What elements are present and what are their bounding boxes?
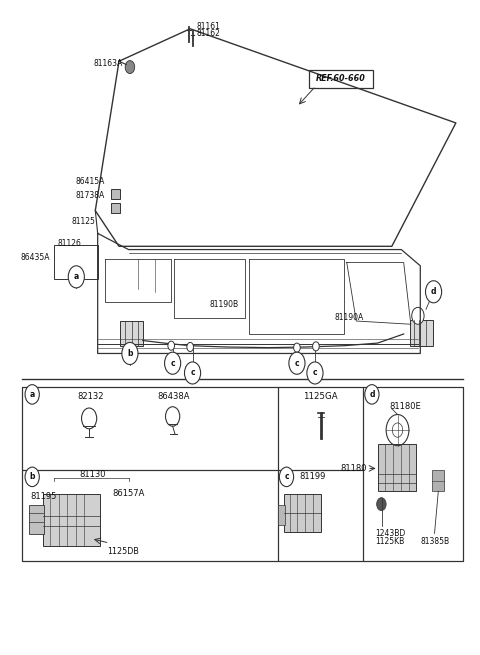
Bar	[54, 245, 97, 279]
Text: 1125DB: 1125DB	[107, 547, 139, 556]
Text: c: c	[312, 369, 317, 377]
Bar	[284, 495, 321, 532]
Text: a: a	[74, 272, 79, 282]
Text: 81190B: 81190B	[209, 299, 238, 309]
Circle shape	[68, 266, 84, 288]
Circle shape	[122, 343, 138, 365]
Circle shape	[168, 341, 175, 350]
Text: b: b	[29, 472, 35, 481]
Text: 86435A: 86435A	[21, 253, 50, 262]
Text: 81161: 81161	[196, 22, 220, 31]
Text: 81738A: 81738A	[75, 191, 105, 200]
Text: 81130: 81130	[80, 470, 106, 479]
Text: 81199: 81199	[300, 472, 326, 481]
Circle shape	[377, 498, 386, 511]
Bar	[410, 320, 432, 346]
Bar	[22, 470, 278, 561]
Circle shape	[412, 307, 424, 324]
Text: 1125KB: 1125KB	[375, 537, 405, 546]
Circle shape	[307, 362, 323, 384]
Bar	[22, 387, 463, 561]
Text: c: c	[190, 369, 195, 377]
Bar	[278, 387, 363, 470]
Text: 1125GA: 1125GA	[303, 392, 338, 402]
Text: 81125: 81125	[72, 217, 96, 226]
Circle shape	[279, 467, 294, 487]
Text: d: d	[431, 288, 436, 296]
Bar	[43, 495, 100, 546]
Text: a: a	[30, 390, 35, 399]
Bar	[278, 470, 363, 561]
Bar	[432, 470, 444, 491]
Circle shape	[184, 362, 201, 384]
Bar	[111, 189, 120, 199]
Text: c: c	[295, 359, 299, 367]
Circle shape	[289, 352, 305, 374]
Circle shape	[312, 342, 319, 351]
Text: 81180E: 81180E	[389, 402, 421, 411]
Text: d: d	[369, 390, 375, 399]
Circle shape	[365, 384, 379, 404]
Bar	[363, 387, 463, 561]
Bar	[378, 444, 416, 491]
Bar	[278, 506, 285, 525]
Text: 1243BD: 1243BD	[375, 529, 406, 538]
Text: 81195: 81195	[30, 492, 57, 501]
Text: b: b	[127, 349, 132, 358]
Circle shape	[25, 467, 39, 487]
Circle shape	[125, 60, 135, 73]
Text: REF.60-660: REF.60-660	[316, 74, 366, 83]
Text: 86438A: 86438A	[157, 392, 190, 402]
Text: 86157A: 86157A	[112, 489, 144, 498]
Text: 81180: 81180	[341, 464, 367, 473]
Text: 81163A: 81163A	[93, 60, 122, 68]
Text: 81162: 81162	[196, 29, 220, 39]
Text: 81190A: 81190A	[335, 312, 364, 322]
Bar	[120, 321, 143, 346]
Circle shape	[165, 352, 180, 374]
Text: 86415A: 86415A	[75, 177, 105, 186]
Circle shape	[25, 384, 39, 404]
Text: 81385B: 81385B	[421, 537, 450, 546]
Circle shape	[294, 343, 300, 352]
Circle shape	[425, 281, 442, 303]
Bar	[22, 387, 278, 470]
Text: 82132: 82132	[77, 392, 104, 402]
Bar	[111, 203, 120, 213]
Bar	[29, 506, 44, 534]
Text: 81126: 81126	[57, 238, 81, 248]
Circle shape	[187, 343, 193, 352]
Text: c: c	[170, 359, 175, 367]
Text: c: c	[284, 472, 289, 481]
